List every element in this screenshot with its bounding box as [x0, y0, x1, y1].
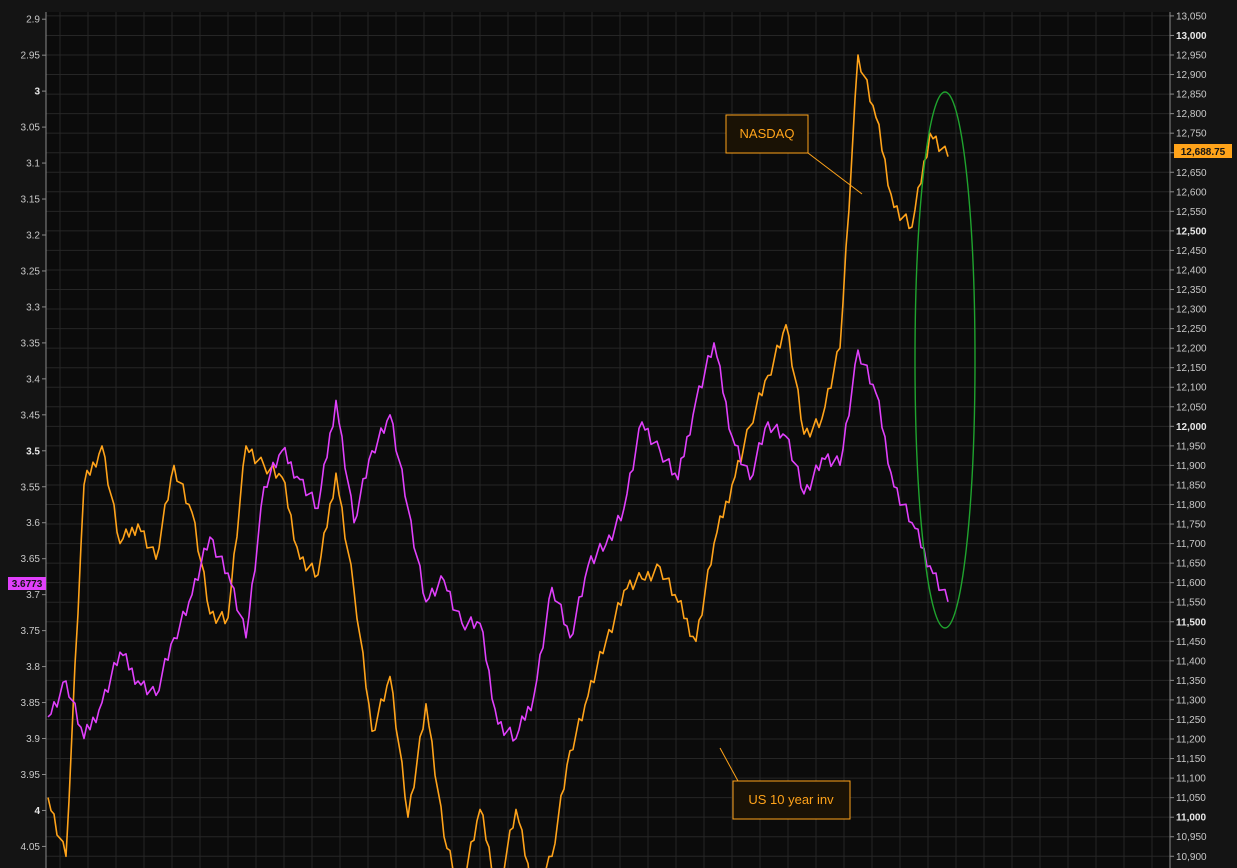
left-tick-label: 3.45 — [21, 410, 41, 421]
us10y-last-badge-bg — [8, 577, 46, 590]
right-tick-label: 12,100 — [1176, 383, 1207, 394]
nasdaq-annotation: NASDAQ — [725, 114, 863, 195]
right-tick-label: 11,000 — [1176, 813, 1206, 824]
right-tick-label: 12,900 — [1176, 70, 1207, 81]
right-tick-label: 12,250 — [1176, 324, 1207, 335]
right-tick-label: 11,050 — [1176, 793, 1206, 804]
us10y-annotation-box — [732, 780, 851, 820]
left-tick-label: 4 — [34, 806, 40, 817]
right-tick-label: 10,900 — [1176, 852, 1207, 863]
left-tick-label: 2.9 — [26, 15, 40, 26]
left-tick-label: 3.75 — [21, 626, 41, 637]
left-tick-label: 3.9 — [26, 734, 40, 745]
left-tick-label: 3.55 — [21, 482, 41, 493]
left-tick-label: 3.15 — [21, 195, 41, 206]
right-tick-label: 13,050 — [1176, 11, 1207, 22]
left-tick-label: 3.35 — [21, 338, 41, 349]
right-tick-label: 11,250 — [1176, 715, 1206, 726]
right-tick-label: 11,900 — [1176, 461, 1206, 472]
nasdaq-last-badge: 12,688.75 — [1174, 144, 1232, 158]
right-tick-label: 11,200 — [1176, 735, 1206, 746]
right-tick-label: 11,650 — [1176, 559, 1206, 570]
right-tick-label: 12,400 — [1176, 265, 1207, 276]
left-tick-label: 3.5 — [26, 446, 40, 457]
left-tick-label: 3 — [34, 87, 40, 98]
right-tick-label: 11,800 — [1176, 500, 1206, 511]
left-axis: 2.9 2.95 3 3.05 3.1 3.15 3.2 3.25 3.3 3.35 3.4 3.45… — [21, 12, 47, 868]
us10y-last-badge: 3.6773 — [8, 577, 46, 590]
right-tick-label: 11,150 — [1176, 754, 1206, 765]
left-tick-label: 3.65 — [21, 554, 41, 565]
right-tick-label: 12,750 — [1176, 129, 1207, 140]
left-tick-label: 3.1 — [26, 159, 40, 170]
grid-lines — [46, 12, 1170, 868]
left-tick-label: 3.3 — [26, 302, 40, 313]
highlight-ellipse — [914, 91, 976, 629]
series-layer — [47, 54, 949, 868]
right-tick-label: 11,500 — [1176, 617, 1206, 628]
right-tick-label: 11,750 — [1176, 520, 1206, 531]
right-tick-label: 12,800 — [1176, 109, 1207, 120]
right-tick-label: 12,050 — [1176, 402, 1207, 413]
nasdaq-annotation-label: NASDAQ — [740, 126, 795, 141]
left-tick-label: 3.85 — [21, 698, 41, 709]
right-tick-label: 11,700 — [1176, 539, 1206, 550]
right-tick-label: 12,600 — [1176, 187, 1207, 198]
right-tick-label: 12,200 — [1176, 344, 1207, 355]
us10y-annotation: US 10 year inv — [719, 747, 851, 820]
right-tick-label: 10,950 — [1176, 832, 1207, 843]
left-tick-label: 3.25 — [21, 266, 41, 277]
right-tick-label: 12,350 — [1176, 285, 1207, 296]
left-tick-label: 3.8 — [26, 662, 40, 673]
right-tick-label: 11,550 — [1176, 598, 1206, 609]
right-tick-label: 12,450 — [1176, 246, 1207, 257]
right-tick-label: 12,000 — [1176, 422, 1207, 433]
right-tick-label: 11,450 — [1176, 637, 1206, 648]
right-tick-label: 11,950 — [1176, 441, 1206, 452]
us10y-series-line — [47, 342, 949, 742]
right-tick-label: 12,500 — [1176, 226, 1207, 237]
right-tick-label: 11,300 — [1176, 695, 1206, 706]
right-tick-label: 12,850 — [1176, 90, 1207, 101]
left-tick-label: 4.05 — [21, 842, 41, 853]
right-tick-label: 12,150 — [1176, 363, 1207, 374]
right-tick-label: 12,950 — [1176, 50, 1207, 61]
left-tick-label: 3.05 — [21, 123, 41, 134]
right-tick-label: 11,100 — [1176, 774, 1206, 785]
plot-background — [46, 12, 1170, 868]
nasdaq-annotation-box — [725, 114, 809, 154]
right-tick-label: 12,650 — [1176, 168, 1207, 179]
nasdaq-annotation-leader — [807, 152, 863, 195]
left-tick-label: 3.95 — [21, 770, 41, 781]
right-tick-label: 11,350 — [1176, 676, 1206, 687]
us10y-annotation-label: US 10 year inv — [748, 792, 834, 807]
left-tick-label: 3.2 — [26, 230, 40, 241]
right-tick-label: 11,850 — [1176, 480, 1206, 491]
left-tick-label: 3.7 — [26, 590, 40, 601]
right-tick-label: 13,000 — [1176, 31, 1207, 42]
us10y-annotation-leader — [719, 747, 739, 782]
left-tick-label: 2.95 — [21, 51, 41, 62]
nasdaq-last-badge-label: 12,688.75 — [1181, 147, 1226, 158]
right-tick-label: 11,600 — [1176, 578, 1206, 589]
nasdaq-last-badge-bg — [1174, 144, 1232, 158]
left-tick-label: 3.4 — [26, 374, 40, 385]
left-tick-label: 3.6 — [26, 518, 40, 529]
right-axis: 13,050 13,000 12,950 12,900 12,850 12,800 12,7… — [1169, 11, 1207, 868]
right-tick-label: 12,550 — [1176, 207, 1207, 218]
us10y-last-badge-label: 3.6773 — [12, 579, 43, 590]
nasdaq-series-line — [47, 54, 949, 868]
right-tick-label: 12,300 — [1176, 305, 1207, 316]
right-tick-label: 11,400 — [1176, 656, 1206, 667]
